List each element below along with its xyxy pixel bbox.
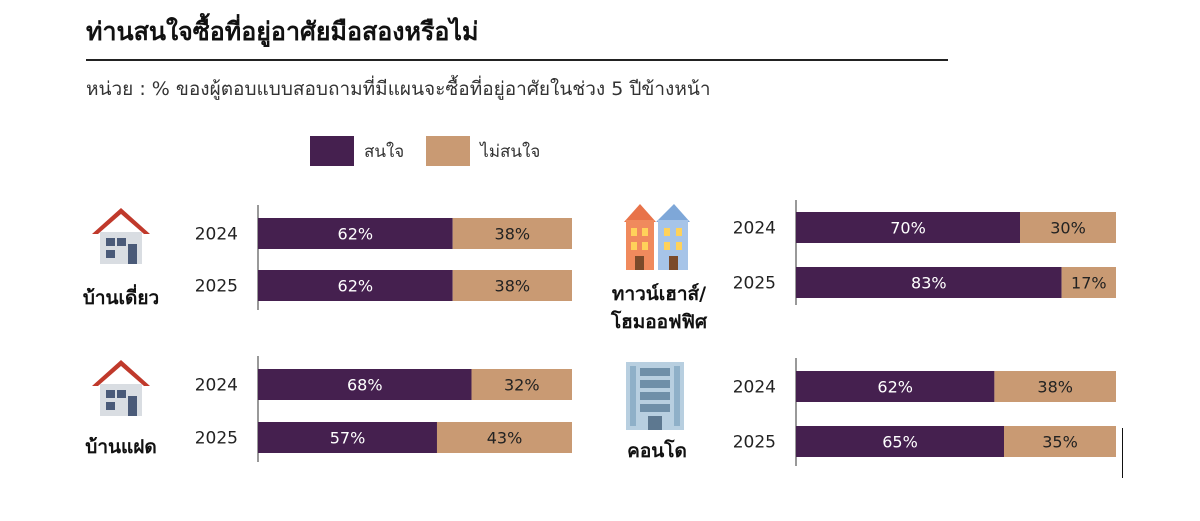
panel-label-townhouse: ทาวน์เฮาส์/โฮมออฟฟิศ <box>610 283 708 333</box>
bar-segment <box>1061 267 1116 298</box>
bar-segment <box>796 267 1062 298</box>
data-label: 62% <box>338 277 374 296</box>
chart-subtitle: หน่วย : % ของผู้ตอบแบบสอบถามที่มีแผนจะซื… <box>86 78 711 100</box>
tick-label: 2025 <box>733 433 776 453</box>
tick-label: 2024 <box>733 219 776 239</box>
house-icon <box>92 360 150 416</box>
title-divider <box>86 59 948 61</box>
legend: สนใจ ไม่สนใจ <box>310 136 562 166</box>
data-label: 38% <box>1037 378 1073 397</box>
chart-title: ท่านสนใจซื้อที่อยู่อาศัยมือสองหรือไม่ <box>86 17 479 46</box>
data-label: 17% <box>1071 274 1107 293</box>
data-label: 38% <box>495 225 531 244</box>
data-label: 43% <box>487 429 523 448</box>
tick-label: 2024 <box>195 225 238 245</box>
legend-item-interested: สนใจ <box>310 136 404 166</box>
data-label: 83% <box>911 274 947 293</box>
bar-segment <box>994 371 1116 402</box>
data-label: 38% <box>495 277 531 296</box>
data-label: 32% <box>504 376 540 395</box>
panel-label-condo: คอนโด <box>627 440 687 462</box>
panel-label-twin-house: บ้านแฝด <box>85 436 157 458</box>
bar-segment <box>1020 212 1116 243</box>
legend-label-not-interested: ไม่สนใจ <box>480 141 541 162</box>
legend-swatch-interested <box>310 136 354 166</box>
townhouse-icon <box>624 204 690 270</box>
building-icon <box>626 362 684 430</box>
tick-label: 2024 <box>195 376 238 396</box>
tick-label: 2025 <box>195 277 238 297</box>
bar-segment <box>1004 426 1116 457</box>
legend-swatch-not-interested <box>426 136 471 166</box>
bar-segment <box>471 369 572 400</box>
bar-segment <box>258 422 437 453</box>
bar-segment <box>796 426 1004 457</box>
bar-segment <box>258 270 453 301</box>
bar-segment <box>258 369 472 400</box>
tick-label: 2024 <box>733 378 776 398</box>
house-icon <box>92 208 150 264</box>
data-label: 70% <box>890 219 926 238</box>
bar-segment <box>436 422 572 453</box>
data-label: 65% <box>882 433 918 452</box>
bar-segment <box>258 218 453 249</box>
bar-segment <box>796 212 1020 243</box>
divider-line <box>1122 428 1123 478</box>
data-label: 62% <box>338 225 374 244</box>
bar-segment <box>452 218 572 249</box>
data-label: 62% <box>877 378 913 397</box>
data-label: 57% <box>330 429 366 448</box>
data-label: 68% <box>347 376 383 395</box>
data-label: 30% <box>1050 219 1086 238</box>
data-label: 35% <box>1042 433 1078 452</box>
legend-label-interested: สนใจ <box>364 141 405 162</box>
bar-segment <box>796 371 995 402</box>
legend-item-not-interested: ไม่สนใจ <box>426 136 540 166</box>
bar-segment <box>452 270 572 301</box>
tick-label: 2025 <box>733 274 776 294</box>
panel-label-detached-house: บ้านเดี่ยว <box>82 287 160 309</box>
tick-label: 2025 <box>195 429 238 449</box>
